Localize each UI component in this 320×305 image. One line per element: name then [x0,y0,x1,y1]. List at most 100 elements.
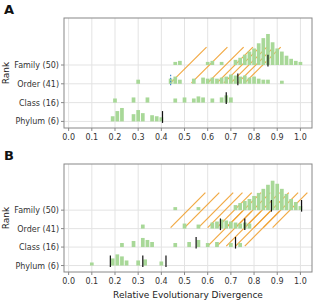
line [198,193,233,228]
rank-line [165,255,166,267]
x-tick-label: 0.5 [178,277,191,286]
bar [120,256,124,265]
line [208,211,243,246]
line [236,211,271,246]
bar [197,207,201,210]
bar [132,114,136,121]
line [217,193,252,228]
bar [243,76,247,84]
x-tick-label: 0.1 [85,133,98,142]
grid-line [68,164,69,272]
grid-line [68,18,69,128]
tick [91,128,92,131]
bar [183,97,187,102]
bar [224,77,228,84]
x-tick-label: 0.9 [271,277,284,286]
bar [206,79,210,84]
x-tick-label: 0.4 [155,133,168,142]
grid-line [64,102,312,103]
bar [136,110,140,121]
rank-line [110,255,111,267]
bar [206,62,210,65]
bar [238,203,242,210]
tick [61,102,64,103]
bar [159,261,163,265]
bar [197,240,201,247]
tick [61,228,64,229]
x-tick-label: 0.1 [85,277,98,286]
bar [252,77,256,84]
rank-line [142,255,143,267]
panel: 0.00.10.20.30.40.50.60.70.80.91.0Phylum … [1,2,312,142]
tick [61,265,64,266]
bar [280,189,284,210]
x-tick-label: 0.7 [225,277,238,286]
bar [197,225,201,229]
tick [184,272,185,275]
bar-layer [90,181,302,266]
rank-line [162,111,163,123]
y-label: Rank [1,206,11,229]
bar [285,194,289,210]
bar [257,79,261,84]
bar [238,224,242,229]
bar [113,98,117,102]
bar [120,243,124,247]
grid-line [300,164,301,272]
y-label: Rank [1,61,11,84]
bar [192,79,196,84]
bar [136,80,140,84]
bar [173,77,177,84]
line [226,211,261,246]
rank-line [235,237,236,249]
bar [187,242,191,247]
rank-line [267,55,268,67]
tick [277,128,278,131]
line [171,47,207,83]
grid-line [91,18,92,128]
bar [210,223,214,229]
bar [248,78,252,84]
bar [248,199,252,210]
tick [300,272,301,275]
bar-layer [111,34,302,121]
line [217,211,252,246]
bar [294,61,298,65]
y-tick-label: Order (41) [17,80,59,89]
tick [61,121,64,122]
line [217,47,253,83]
line [231,47,267,83]
bar [234,76,238,84]
bar [143,259,147,265]
line [226,193,261,228]
bar [146,240,150,247]
bar [280,81,284,84]
bar [210,98,214,102]
x-tick-label: 0.3 [132,277,145,286]
rank-line [196,237,197,249]
x-tick-label: 0.8 [248,277,261,286]
plot-frame [64,18,312,128]
rank-line [220,218,221,230]
bar [257,43,261,65]
grid-line [300,18,301,128]
x-tick-label: 0.9 [271,133,284,142]
grid-line [64,228,312,229]
tick [61,83,64,84]
bar [285,56,289,65]
bar [173,98,177,102]
grid-line [91,164,92,272]
bar [229,75,233,84]
bar [210,78,214,84]
bar [150,115,154,121]
tick [61,65,64,66]
grid-line [64,121,312,122]
bar [183,224,187,229]
bar [294,202,298,210]
rank-line [301,200,302,212]
rank-line [170,73,171,85]
x-tick-label: 1.0 [294,133,307,142]
tick [300,128,301,131]
bar [280,52,284,65]
grid-line [64,83,312,84]
